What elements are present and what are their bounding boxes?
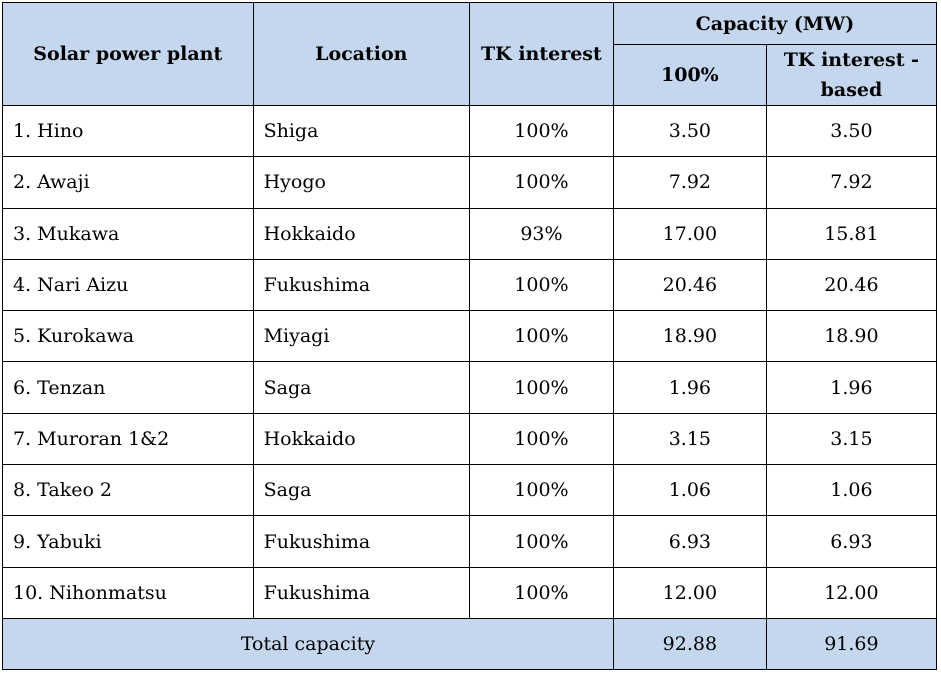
capacity-tk-based-cell: 1.96 <box>765 361 938 414</box>
location-cell: Saga <box>252 361 470 414</box>
header-capacity-group: Capacity (MW) <box>612 2 938 45</box>
table-row: 3. Mukawa Hokkaido 93% 17.00 15.81 <box>2 207 938 260</box>
tk-interest-cell: 100% <box>468 464 614 517</box>
plant-name-cell: 1. Hino <box>2 104 254 158</box>
capacity-100-cell: 17.00 <box>612 207 767 260</box>
capacity-100-cell: 12.00 <box>612 566 767 619</box>
tk-interest-cell: 100% <box>468 361 614 414</box>
plant-name-cell: 10. Nihonmatsu <box>2 566 254 619</box>
table-row: 7. Muroran 1&2 Hokkaido 100% 3.15 3.15 <box>2 412 938 466</box>
table-row: 2. Awaji Hyogo 100% 7.92 7.92 <box>2 156 938 209</box>
header-capacity-100: 100% <box>612 44 767 106</box>
capacity-100-cell: 6.93 <box>612 515 767 568</box>
location-cell: Shiga <box>252 104 470 158</box>
table-row: 9. Yabuki Fukushima 100% 6.93 6.93 <box>2 515 938 568</box>
location-cell: Saga <box>252 464 470 517</box>
capacity-tk-based-cell: 15.81 <box>765 207 938 260</box>
header-capacity-tk-based: TK interest - based <box>765 44 938 106</box>
location-cell: Hokkaido <box>252 207 470 260</box>
capacity-tk-based-cell: 3.15 <box>765 412 938 466</box>
capacity-tk-based-cell: 3.50 <box>765 104 938 158</box>
tk-interest-cell: 100% <box>468 104 614 158</box>
tk-interest-cell: 100% <box>468 566 614 619</box>
table-row: 1. Hino Shiga 100% 3.50 3.50 <box>2 104 938 158</box>
plant-name-cell: 3. Mukawa <box>2 207 254 260</box>
capacity-tk-based-cell: 20.46 <box>765 258 938 312</box>
capacity-100-cell: 1.06 <box>612 464 767 517</box>
capacity-tk-based-cell: 12.00 <box>765 566 938 619</box>
table-row: 5. Kurokawa Miyagi 100% 18.90 18.90 <box>2 310 938 363</box>
header-tk-interest: TK interest <box>468 2 614 106</box>
header-plant: Solar power plant <box>2 2 254 106</box>
plant-name-cell: 5. Kurokawa <box>2 310 254 363</box>
capacity-100-cell: 3.50 <box>612 104 767 158</box>
header-capacity-tk-line1: TK interest - <box>783 49 920 71</box>
total-capacity-tk-based: 91.69 <box>765 617 938 670</box>
capacity-tk-based-cell: 7.92 <box>765 156 938 209</box>
tk-interest-cell: 93% <box>468 207 614 260</box>
plant-name-cell: 2. Awaji <box>2 156 254 209</box>
capacity-100-cell: 7.92 <box>612 156 767 209</box>
capacity-tk-based-cell: 18.90 <box>765 310 938 363</box>
location-cell: Miyagi <box>252 310 470 363</box>
capacity-tk-based-cell: 6.93 <box>765 515 938 568</box>
tk-interest-cell: 100% <box>468 412 614 466</box>
plant-name-cell: 4. Nari Aizu <box>2 258 254 312</box>
tk-interest-cell: 100% <box>468 515 614 568</box>
location-cell: Fukushima <box>252 566 470 619</box>
total-row: Total capacity 92.88 91.69 <box>2 617 938 670</box>
plant-name-cell: 7. Muroran 1&2 <box>2 412 254 466</box>
tk-interest-cell: 100% <box>468 310 614 363</box>
header-location: Location <box>252 2 470 106</box>
table-row: 10. Nihonmatsu Fukushima 100% 12.00 12.00 <box>2 566 938 619</box>
table-row: 6. Tenzan Saga 100% 1.96 1.96 <box>2 361 938 414</box>
table-row: 4. Nari Aizu Fukushima 100% 20.46 20.46 <box>2 258 938 312</box>
location-cell: Hokkaido <box>252 412 470 466</box>
location-cell: Fukushima <box>252 515 470 568</box>
total-capacity-100: 92.88 <box>612 617 767 670</box>
capacity-100-cell: 3.15 <box>612 412 767 466</box>
capacity-100-cell: 1.96 <box>612 361 767 414</box>
capacity-100-cell: 18.90 <box>612 310 767 363</box>
capacity-tk-based-cell: 1.06 <box>765 464 938 517</box>
plant-name-cell: 9. Yabuki <box>2 515 254 568</box>
tk-interest-cell: 100% <box>468 156 614 209</box>
total-label: Total capacity <box>2 617 614 670</box>
table-row: 8. Takeo 2 Saga 100% 1.06 1.06 <box>2 464 938 517</box>
table-body: 1. Hino Shiga 100% 3.50 3.50 2. Awaji Hyogo 100… <box>2 104 938 619</box>
location-cell: Hyogo <box>252 156 470 209</box>
location-cell: Fukushima <box>252 258 470 312</box>
header-capacity-tk-line2: based <box>820 79 883 101</box>
tk-interest-cell: 100% <box>468 258 614 312</box>
plant-name-cell: 8. Takeo 2 <box>2 464 254 517</box>
plant-name-cell: 6. Tenzan <box>2 361 254 414</box>
capacity-100-cell: 20.46 <box>612 258 767 312</box>
